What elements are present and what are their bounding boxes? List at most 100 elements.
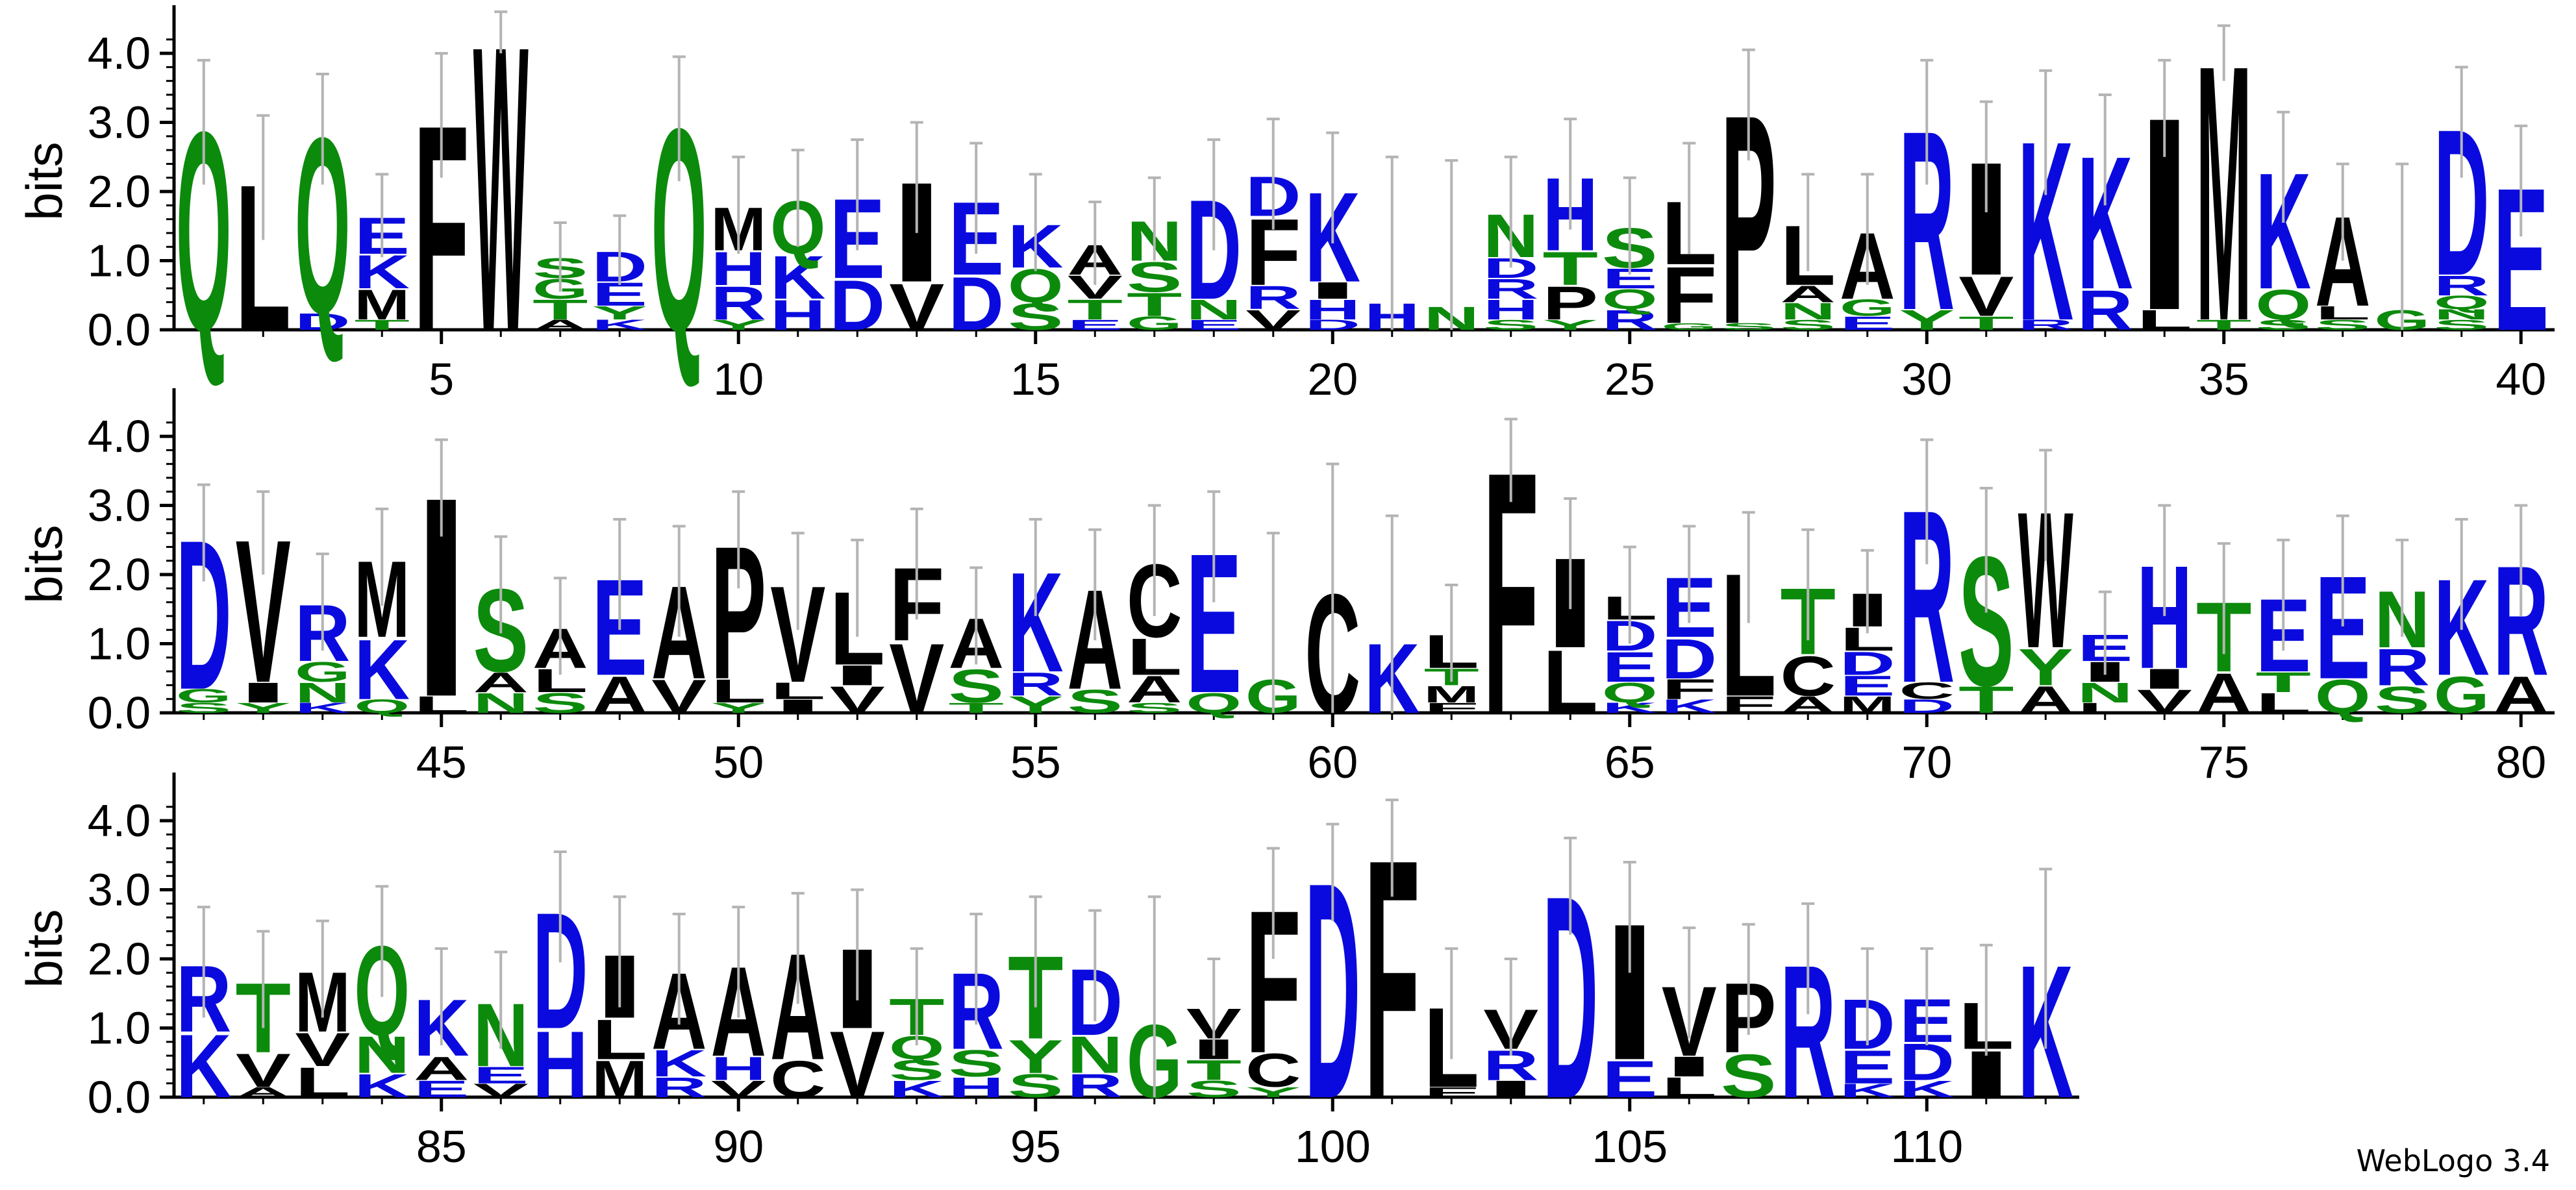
logo-letter-Q: Q: [1602, 676, 1657, 708]
error-bar: [613, 517, 627, 630]
logo-letter-D: D: [295, 308, 350, 335]
logo-column-31: TVI: [1958, 100, 2014, 334]
logo-column-71: TS: [1958, 486, 2014, 725]
x-tick-label: 35: [2199, 354, 2249, 404]
logo-letter-F: F: [1662, 673, 1717, 705]
logo-column-22: N: [1424, 159, 1479, 337]
logo-letter-S: S: [1008, 1067, 1063, 1104]
error-bar: [1088, 909, 1102, 1021]
logo-column-14: DE: [949, 142, 1004, 346]
logo-column-83: LVM: [295, 919, 350, 1106]
logo-letter-E: E: [1840, 670, 1895, 702]
y-axis-label: bits: [16, 909, 73, 987]
y-tick-label: 1.0: [88, 236, 151, 286]
logo-letter-T: T: [1958, 678, 2014, 721]
logo-letter-R: R: [2434, 269, 2490, 301]
error-bar: [1207, 958, 1221, 1056]
logo-column-33: RK: [2077, 93, 2133, 343]
logo-column-91: CA: [770, 891, 826, 1109]
logo-letter-H: H: [711, 1050, 766, 1087]
logo-letter-K: K: [592, 317, 647, 332]
error-bar: [2336, 514, 2349, 626]
logo-column-44: QKM: [355, 507, 410, 717]
logo-column-29: EGA: [1840, 173, 1895, 334]
error-bar: [1088, 528, 1102, 641]
y-tick-label: 4.0: [88, 795, 151, 846]
error-bar: [2514, 504, 2528, 616]
error-bar: [1682, 525, 1696, 623]
logo-letter-G: G: [176, 686, 231, 707]
logo-letter-R: R: [1068, 1067, 1123, 1104]
error-bar: [910, 947, 923, 1046]
logo-letter-D: D: [1662, 628, 1717, 691]
logo-letter-S: S: [1721, 321, 1776, 332]
logo-column-100: D: [1305, 819, 1360, 1163]
logo-column-96: RND: [1067, 909, 1123, 1104]
logo-letter-F: F: [1424, 1084, 1479, 1100]
logo-letter-E: E: [1068, 317, 1123, 332]
logo-column-52: VIL: [830, 538, 885, 721]
logo-column-27: SP: [1721, 48, 1776, 386]
logo-letter-S: S: [1781, 317, 1836, 332]
error-bar: [1445, 584, 1458, 682]
logo-column-5: F: [414, 52, 469, 393]
logo-column-75: AT: [2196, 542, 2251, 725]
error-bar: [2039, 69, 2053, 195]
error-bar: [1920, 438, 1934, 565]
y-tick-label: 1.0: [88, 619, 151, 669]
error-bar: [375, 885, 389, 997]
logo-letter-K: K: [770, 243, 826, 312]
error-bar: [1029, 173, 1042, 271]
logo-letter-L: L: [592, 1008, 647, 1071]
logo-column-47: SLA: [532, 576, 588, 719]
error-bar: [1860, 173, 1874, 285]
x-tick-label: 40: [2495, 354, 2546, 404]
logo-column-99: YCF: [1245, 847, 1301, 1100]
logo-letter-S: S: [1068, 683, 1123, 720]
logo-letter-C: C: [770, 1050, 826, 1109]
logo-letter-K: K: [1602, 700, 1658, 715]
logo-letter-R: R: [2077, 279, 2132, 343]
logo-column-9: Q: [651, 55, 707, 391]
error-bar: [791, 891, 805, 1004]
error-bar: [434, 947, 448, 1046]
logo-column-112: K: [2018, 867, 2073, 1138]
error-bar: [1860, 549, 1874, 634]
logo-letter-T: T: [1543, 242, 1598, 295]
logo-column-94: HSR: [948, 912, 1004, 1103]
error-bar: [256, 114, 270, 240]
logo-letter-T: T: [532, 293, 588, 325]
logo-column-12: DE: [829, 138, 885, 345]
y-axis-label: bits: [16, 525, 73, 603]
logo-column-106: LIV: [1662, 926, 1717, 1103]
x-tick-label: 90: [713, 1121, 764, 1172]
logo-letter-S: S: [889, 1054, 944, 1086]
logo-letter-V: V: [830, 679, 885, 721]
logo-letter-E: E: [1602, 643, 1657, 691]
logo-letter-S: S: [2375, 679, 2430, 721]
error-bar: [1623, 860, 1636, 973]
logo-letter-K: K: [176, 1016, 231, 1117]
x-tick-label: 95: [1010, 1121, 1061, 1172]
error-bar: [375, 507, 389, 606]
logo-letter-L: L: [2137, 304, 2192, 336]
logo-letter-S: S: [1721, 1041, 1776, 1110]
error-bar: [553, 850, 567, 963]
error-bar: [1207, 138, 1221, 251]
logo-letter-D: D: [1840, 645, 1895, 682]
error-bar: [1385, 514, 1399, 713]
logo-column-105: EI: [1602, 860, 1657, 1108]
logo-letter-N: N: [1186, 293, 1242, 325]
logo-letter-F: F: [1662, 251, 1717, 341]
logo-letter-V: V: [711, 1076, 766, 1102]
logo-column-107: SP: [1721, 923, 1776, 1110]
logo-column-82: AVT: [235, 930, 291, 1100]
logo-letter-A: A: [2494, 666, 2549, 725]
logo-column-54: TSA: [948, 566, 1004, 716]
logo-letter-L: L: [770, 677, 825, 704]
